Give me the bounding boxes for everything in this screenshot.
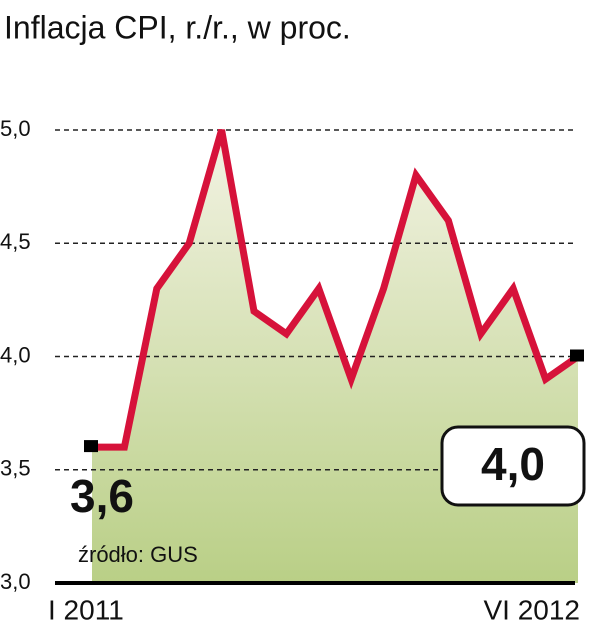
chart-title: Inflacja CPI, r./r., w proc. [4,9,351,45]
end-marker [84,440,98,453]
value-label: 3,6 [70,470,134,522]
end-marker [570,349,584,362]
y-tick-label: 3,0 [0,569,31,594]
label-box [440,425,586,507]
y-tick-label: 4,5 [0,229,31,254]
line [92,129,581,451]
x-tick-label: I 2011 [48,594,124,625]
y-tick-label: 4,0 [0,342,31,367]
y-tick-label: 3,5 [0,456,31,481]
x-tick-label: VI 2012 [483,594,580,625]
source-note: źródło: GUS [78,542,198,567]
value-label: 4,0 [481,438,545,490]
y-tick-label: 5,0 [0,116,31,141]
